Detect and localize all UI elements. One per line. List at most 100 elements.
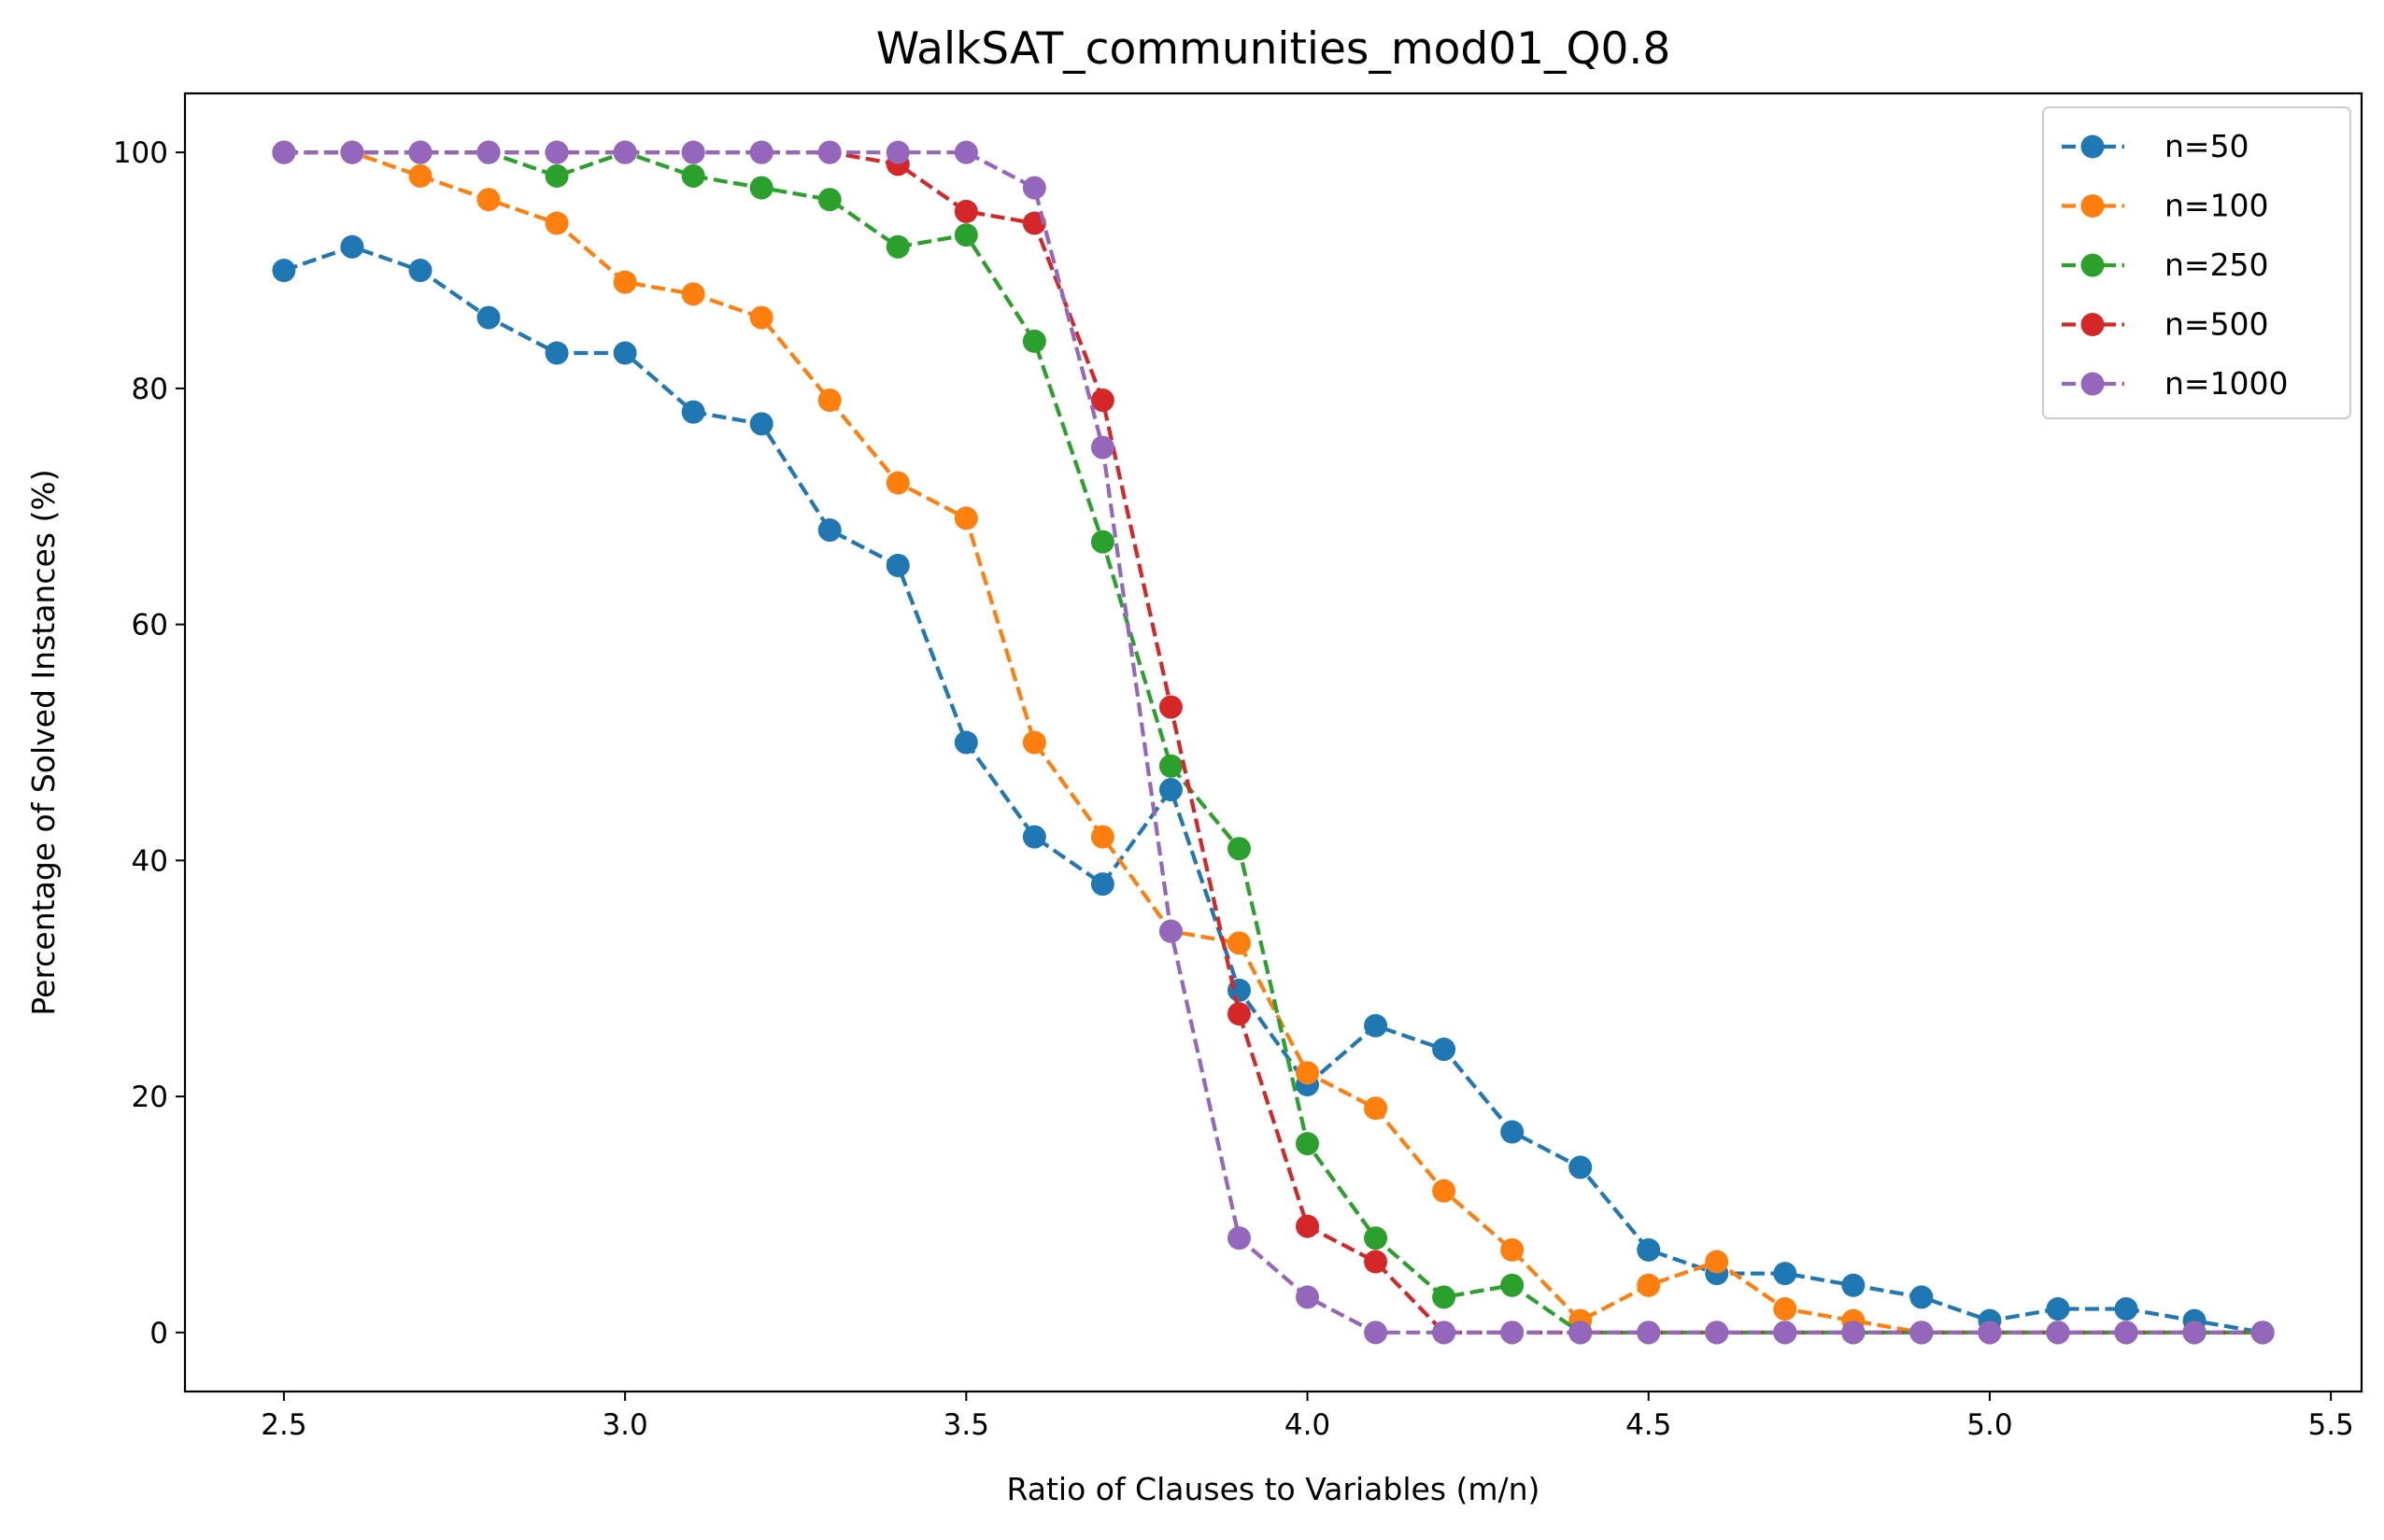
data-point xyxy=(1909,1321,1934,1345)
data-point xyxy=(1432,1285,1456,1309)
data-point xyxy=(1296,1285,1320,1309)
y-tick-label: 0 xyxy=(149,1317,168,1350)
data-point xyxy=(1022,329,1046,353)
data-point xyxy=(954,730,978,755)
legend-marker xyxy=(2080,134,2105,159)
x-tick-label: 3.0 xyxy=(602,1408,647,1442)
legend-marker xyxy=(2080,372,2105,396)
legend-label: n=500 xyxy=(2164,306,2269,343)
data-point xyxy=(476,188,501,212)
data-point xyxy=(1090,825,1114,849)
data-point xyxy=(1022,730,1046,755)
legend-item: n=1000 xyxy=(2062,365,2289,402)
data-point xyxy=(681,163,705,188)
legend-marker xyxy=(2080,253,2105,277)
data-point xyxy=(1158,919,1183,943)
data-point xyxy=(954,140,978,164)
legend-item: n=250 xyxy=(2062,247,2269,283)
data-point xyxy=(1841,1321,1866,1345)
data-point xyxy=(954,506,978,530)
data-point xyxy=(1227,1002,1251,1026)
y-tick-label: 100 xyxy=(113,136,168,170)
y-tick-label: 20 xyxy=(132,1081,168,1114)
data-point xyxy=(545,163,569,188)
data-point xyxy=(545,140,569,164)
data-point xyxy=(476,305,501,330)
data-point xyxy=(817,140,842,164)
data-point xyxy=(1773,1262,1797,1286)
legend-marker xyxy=(2080,313,2105,336)
y-axis-label: Percentage of Solved Instances (%) xyxy=(25,469,62,1015)
data-point xyxy=(1090,530,1114,554)
series-layer xyxy=(272,140,2275,1345)
data-point xyxy=(1227,1226,1251,1250)
x-axis: 2.5 3.0 3.5 4.0 4.5 5.0 5.5 xyxy=(261,1392,2354,1442)
data-point xyxy=(2046,1321,2070,1345)
data-point xyxy=(2182,1321,2207,1345)
data-point xyxy=(1773,1297,1797,1321)
plot-frame xyxy=(183,92,2363,1393)
data-point xyxy=(1296,1132,1320,1156)
legend-box xyxy=(2042,106,2351,419)
data-point xyxy=(2046,1297,2070,1321)
data-point xyxy=(272,140,296,164)
data-point xyxy=(1022,825,1046,849)
data-point xyxy=(1909,1285,1934,1309)
data-point xyxy=(886,471,910,495)
data-point xyxy=(681,140,705,164)
data-point xyxy=(886,553,910,577)
x-tick-label: 2.5 xyxy=(261,1408,306,1442)
data-point xyxy=(1500,1321,1525,1345)
data-point xyxy=(1841,1273,1866,1297)
data-point xyxy=(954,199,978,223)
legend-item: n=100 xyxy=(2062,188,2269,224)
data-point xyxy=(1705,1321,1729,1345)
x-tick-label: 3.5 xyxy=(944,1408,989,1442)
data-point xyxy=(1978,1321,2002,1345)
legend-marker xyxy=(2080,194,2105,218)
data-point xyxy=(1227,837,1251,861)
data-point xyxy=(476,140,501,164)
data-point xyxy=(1364,1013,1388,1038)
data-point xyxy=(1637,1321,1661,1345)
data-point xyxy=(1090,389,1114,413)
data-point xyxy=(1364,1096,1388,1121)
data-point xyxy=(1432,1321,1456,1345)
legend-label: n=100 xyxy=(2164,188,2269,224)
data-point xyxy=(886,140,910,164)
y-tick-label: 40 xyxy=(132,844,168,878)
data-point xyxy=(1568,1155,1593,1180)
y-tick-label: 60 xyxy=(132,609,168,643)
series-n=50 xyxy=(272,234,2275,1345)
x-tick-label: 4.0 xyxy=(1284,1408,1330,1442)
data-point xyxy=(817,518,842,543)
data-point xyxy=(613,341,637,365)
data-point xyxy=(545,211,569,235)
data-point xyxy=(1364,1250,1388,1274)
legend: n=50 n=100 n=250 n=500 n=1000 xyxy=(2042,106,2351,419)
data-point xyxy=(749,140,773,164)
y-tick-label: 80 xyxy=(132,373,168,406)
data-point xyxy=(2114,1297,2138,1321)
data-point xyxy=(1705,1250,1729,1274)
x-tick-label: 4.5 xyxy=(1625,1408,1671,1442)
data-point xyxy=(408,259,433,283)
data-point xyxy=(1500,1273,1525,1297)
x-axis-label: Ratio of Clauses to Variables (m/n) xyxy=(1007,1471,1540,1507)
data-point xyxy=(1090,872,1114,897)
data-point xyxy=(613,140,637,164)
legend-item: n=50 xyxy=(2062,128,2249,164)
data-point xyxy=(886,234,910,259)
data-point xyxy=(1500,1120,1525,1144)
legend-label: n=250 xyxy=(2164,247,2269,283)
legend-label: n=1000 xyxy=(2164,365,2289,402)
data-point xyxy=(1364,1226,1388,1250)
data-point xyxy=(272,259,296,283)
data-point xyxy=(1296,1214,1320,1238)
data-point xyxy=(1568,1321,1593,1345)
data-point xyxy=(340,234,364,259)
series-line xyxy=(283,245,2263,1335)
data-point xyxy=(1500,1237,1525,1262)
